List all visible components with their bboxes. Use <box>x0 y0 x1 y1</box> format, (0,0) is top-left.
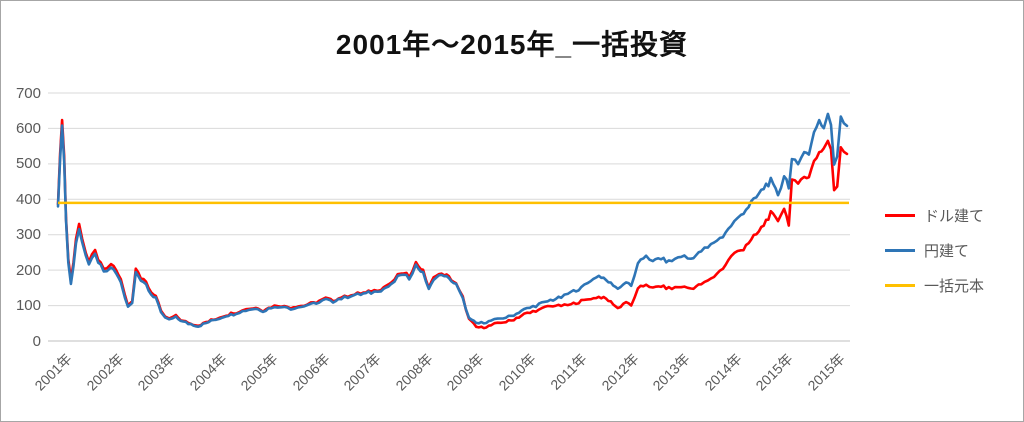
legend-line-swatch <box>885 213 915 217</box>
y-tick-label: 400 <box>15 190 41 208</box>
legend: ドル建て円建て一括元本 <box>885 204 984 309</box>
series-line-dollar <box>56 118 849 330</box>
series-line-yen <box>56 112 849 328</box>
legend-item: ドル建て <box>885 204 984 226</box>
y-tick-label: 700 <box>15 84 41 102</box>
legend-line-swatch <box>885 283 915 287</box>
legend-item: 円建て <box>885 239 984 261</box>
legend-label: ドル建て <box>924 207 985 225</box>
y-tick-label: 200 <box>15 261 41 279</box>
y-tick-label: 300 <box>15 226 41 244</box>
y-tick-label: 500 <box>15 155 41 173</box>
y-tick-label: 100 <box>15 297 41 315</box>
legend-item: 一括元本 <box>885 274 984 296</box>
legend-label: 一括元本 <box>924 277 985 295</box>
chart-title: 2001年～2015年_一括投資 <box>335 29 689 60</box>
y-tick-label: 0 <box>32 332 41 350</box>
legend-label: 円建て <box>924 242 970 260</box>
y-tick-label: 600 <box>15 119 41 137</box>
legend-line-swatch <box>885 248 915 252</box>
